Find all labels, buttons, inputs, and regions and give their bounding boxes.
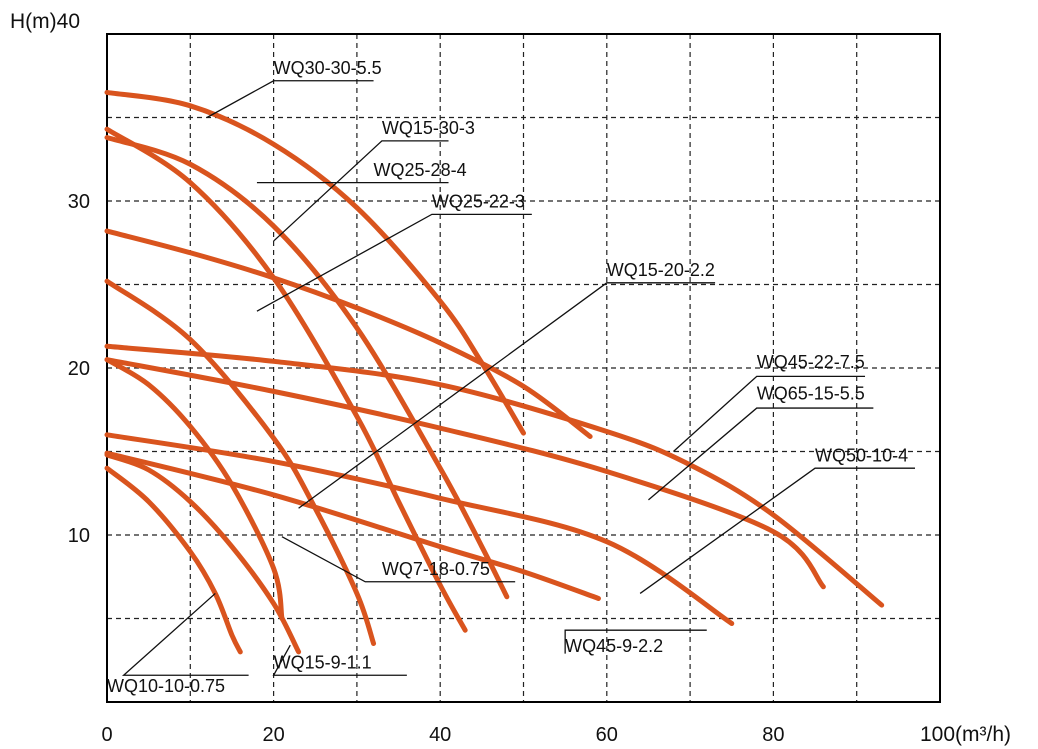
leader-wq15-9-1-1 (272, 644, 407, 676)
x-tick-label: 80 (762, 724, 784, 746)
curve-wq25-22-3 (104, 228, 593, 439)
label-wq45-9-2-2: WQ45-9-2.2 (565, 636, 663, 656)
curve-wq50-10-4 (104, 432, 735, 627)
leader-wq15-20-2-2 (298, 282, 716, 509)
curve-wq15-9-1-1 (104, 452, 302, 655)
x-tick-label: 0 (101, 724, 112, 746)
label-wq25-28-4: WQ25-28-4 (374, 160, 467, 180)
leader-lines (121, 80, 916, 676)
label-wq50-10-4: WQ50-10-4 (815, 446, 908, 466)
y-tick-label: 10 (68, 525, 90, 547)
curve-wq45-22-7-5 (104, 343, 885, 608)
x-tick-label: 40 (429, 724, 451, 746)
curve-labels: WQ30-30-5.5 WQ15-30-3 WQ25-28-4 WQ25-22-3 WQ… (107, 58, 908, 696)
leader-wq15-30-3 (273, 140, 449, 242)
label-wq45-22-7-5: WQ45-22-7.5 (757, 352, 865, 372)
label-wq30-30-5-5: WQ30-30-5.5 (274, 58, 382, 78)
leader-wq45-9-2-2 (564, 629, 707, 654)
leader-wq50-10-4 (639, 467, 916, 594)
x-ticks: 0 20 40 60 80 (101, 724, 784, 746)
label-wq15-9-1-1: WQ15-9-1.1 (274, 653, 372, 673)
label-wq15-30-3: WQ15-30-3 (382, 118, 475, 138)
curve-wq25-28-4 (104, 135, 510, 600)
y-tick-label: 20 (68, 358, 90, 380)
leader-wq25-22-3 (256, 213, 532, 312)
x-tick-label: 20 (262, 724, 284, 746)
y-axis-title: H(m)40 (10, 10, 80, 33)
label-wq25-22-3: WQ25-22-3 (432, 192, 525, 212)
y-ticks: 10 20 30 (68, 191, 90, 547)
curve-wq10-10-0-75 (104, 465, 243, 655)
leader-wq10-10-0-75 (121, 592, 249, 676)
plot-frame (106, 33, 941, 703)
x-tick-label: 60 (596, 724, 618, 746)
curve-wq15-20-2-2 (104, 278, 377, 647)
series-group (104, 89, 885, 655)
label-wq65-15-5-5: WQ65-15-5.5 (757, 384, 865, 404)
y-tick-label: 30 (68, 191, 90, 213)
curve-wq30-30-5-5 (104, 89, 526, 436)
curve-wq7-18-0-75 (104, 357, 285, 621)
label-wq15-20-2-2: WQ15-20-2.2 (607, 260, 715, 280)
leader-wq65-15-5-5 (648, 407, 874, 501)
x-axis-title: 100(m³/h) (920, 723, 1011, 746)
leader-wq7-18-0-75 (281, 536, 516, 583)
curve-wq45-9-2-2 (104, 450, 601, 601)
label-wq7-18-0-75: WQ7-18-0.75 (382, 559, 490, 579)
curve-wq15-30-3 (104, 126, 468, 633)
curve-wq65-15-5-5 (104, 357, 826, 590)
label-wq10-10-0-75: WQ10-10-0.75 (107, 676, 225, 696)
leader-wq45-22-7-5 (673, 375, 866, 452)
leader-wq30-30-5-5 (206, 80, 374, 119)
